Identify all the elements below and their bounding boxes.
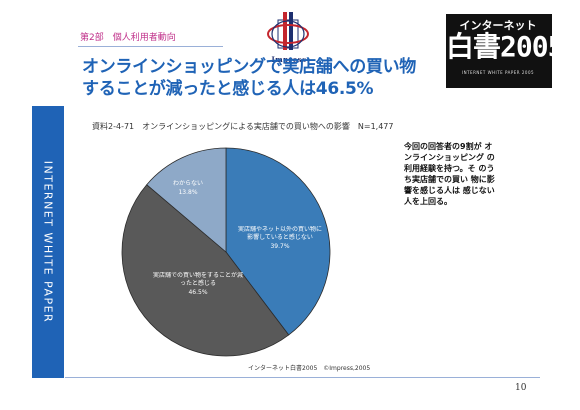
- pie-slice-label-box: 実店舗での買い物をすることが減ったと感じる 46.5%: [152, 272, 243, 296]
- footer-divider: [65, 377, 540, 378]
- chart-source: インターネット白書2005 ©Impress,2005: [248, 365, 371, 372]
- side-note: 今回の回答者の9割が オンラインショッピング の利用経験を持つ。そ のうち実店舗…: [404, 142, 495, 206]
- pie-slice-label-box: わからない 13.8%: [172, 180, 203, 196]
- pie-slice: [146, 147, 227, 253]
- header-divider: [78, 46, 223, 47]
- sidebar-title: INTERNET WHITE PAPER: [41, 160, 55, 324]
- pie-slice-value: 46.5%: [188, 289, 208, 296]
- sidebar-band: [32, 106, 64, 378]
- chart-caption: 資料2-4-71 オンラインショッピングによる実店舗での買い物への影響 N=1,…: [92, 122, 394, 131]
- section-label: 第2部 個人利用者動向: [80, 33, 176, 43]
- pie-chart: 実店舗やネット以外の買い物に影響していると感じない 39.7% 実店舗での買い物をす…: [121, 147, 331, 357]
- pie-slice: [225, 147, 331, 336]
- pie-slice-label-box: 実店舗やネット以外の買い物に影響していると感じない 39.7%: [237, 226, 322, 250]
- pie-slice-label: 実店舗やネット以外の買い物に影響していると感じない: [237, 226, 322, 241]
- badge-main-text: 白書2005: [446, 30, 564, 63]
- logo-wordmark: Impress: [271, 55, 307, 64]
- page-title-line-2: することが減ったと感じる人は46.5%: [82, 79, 374, 99]
- impress-logo: [267, 12, 309, 50]
- page-number: 10: [515, 383, 527, 393]
- badge-top-text: インターネット: [459, 19, 537, 32]
- pie-slice-label: わからない: [172, 180, 203, 187]
- badge-sub-text: INTERNET WHITE PAPER 2005: [461, 70, 535, 75]
- pie-slice-value: 13.8%: [178, 189, 198, 196]
- book-badge: [446, 14, 552, 88]
- pie-slice-value: 39.7%: [270, 243, 290, 250]
- pie-slice: [121, 184, 290, 357]
- pie-slice-label: 実店舗での買い物をすることが減ったと感じる: [152, 272, 243, 287]
- page-title-line-1: オンラインショッピングで実店舗への買い物: [82, 57, 416, 77]
